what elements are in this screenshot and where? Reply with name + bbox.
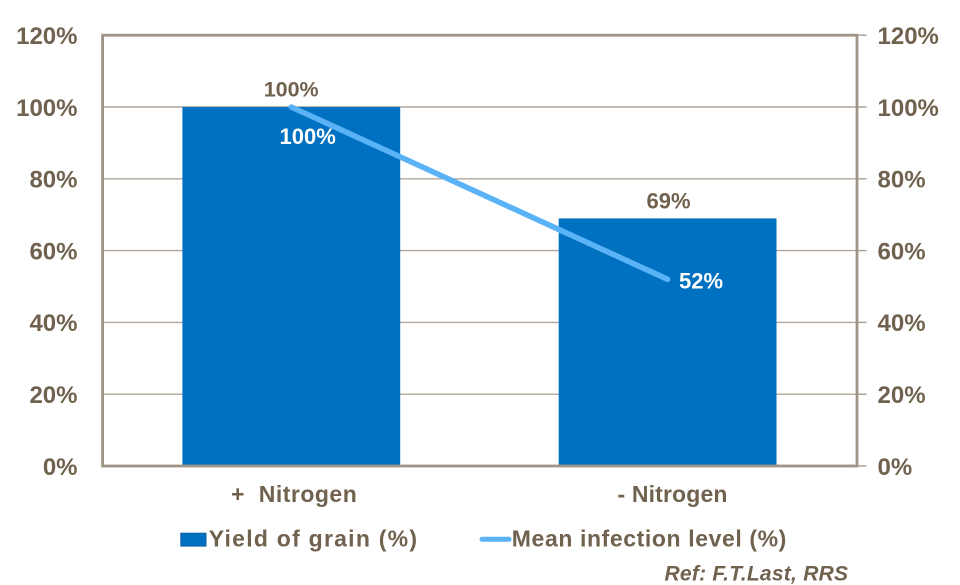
svg-text:80%: 80% [29,167,77,194]
svg-text:0%: 0% [878,454,913,481]
svg-text:100%: 100% [878,95,939,122]
svg-text:120%: 120% [16,23,77,50]
svg-text:60%: 60% [878,238,926,265]
svg-text:52%: 52% [679,269,723,294]
svg-text:- Nitrogen: - Nitrogen [618,481,728,507]
svg-text:+ Nitrogen: + Nitrogen [231,481,357,507]
svg-text:20%: 20% [29,382,77,409]
svg-text:100%: 100% [264,78,319,102]
svg-text:100%: 100% [16,95,77,122]
svg-text:69%: 69% [646,188,690,213]
svg-text:Ref: F.T.Last, RRS: Ref: F.T.Last, RRS [665,563,849,585]
svg-text:Yield of grain (%): Yield of grain (%) [209,525,418,551]
svg-text:40%: 40% [29,310,77,337]
svg-text:60%: 60% [29,238,77,265]
svg-text:120%: 120% [878,23,939,50]
svg-text:100%: 100% [280,124,336,149]
svg-text:Mean infection level (%): Mean infection level (%) [512,525,787,551]
svg-text:40%: 40% [878,310,926,337]
svg-text:20%: 20% [878,382,926,409]
svg-text:80%: 80% [878,167,926,194]
svg-text:0%: 0% [43,454,78,481]
